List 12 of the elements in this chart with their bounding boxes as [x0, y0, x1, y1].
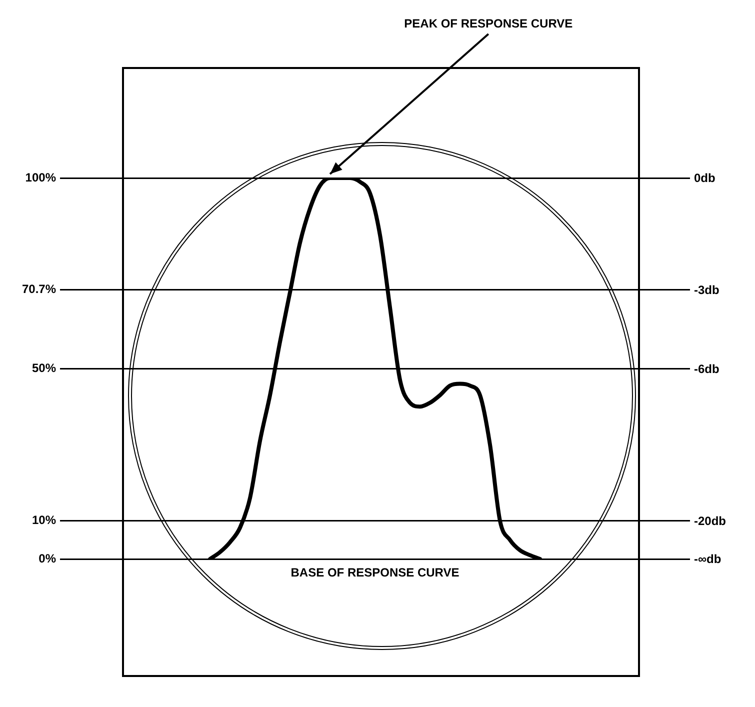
text: -∞db	[694, 551, 722, 567]
y-tick-label: 100%	[25, 170, 56, 184]
y-tick-label: 70.7%	[22, 282, 56, 296]
text: -6db	[694, 360, 720, 376]
y-tick-label: 50%	[32, 360, 56, 375]
y-tick-label: 0%	[38, 551, 56, 566]
text: PEAK OF RESPONSE CURVE	[404, 16, 573, 30]
text: 0db	[694, 170, 716, 186]
y-tick-label: 10%	[32, 513, 56, 528]
text: -20db	[694, 512, 726, 529]
text: -3db	[694, 282, 720, 298]
text: BASE OF RESPONSE CURVE	[290, 565, 460, 580]
